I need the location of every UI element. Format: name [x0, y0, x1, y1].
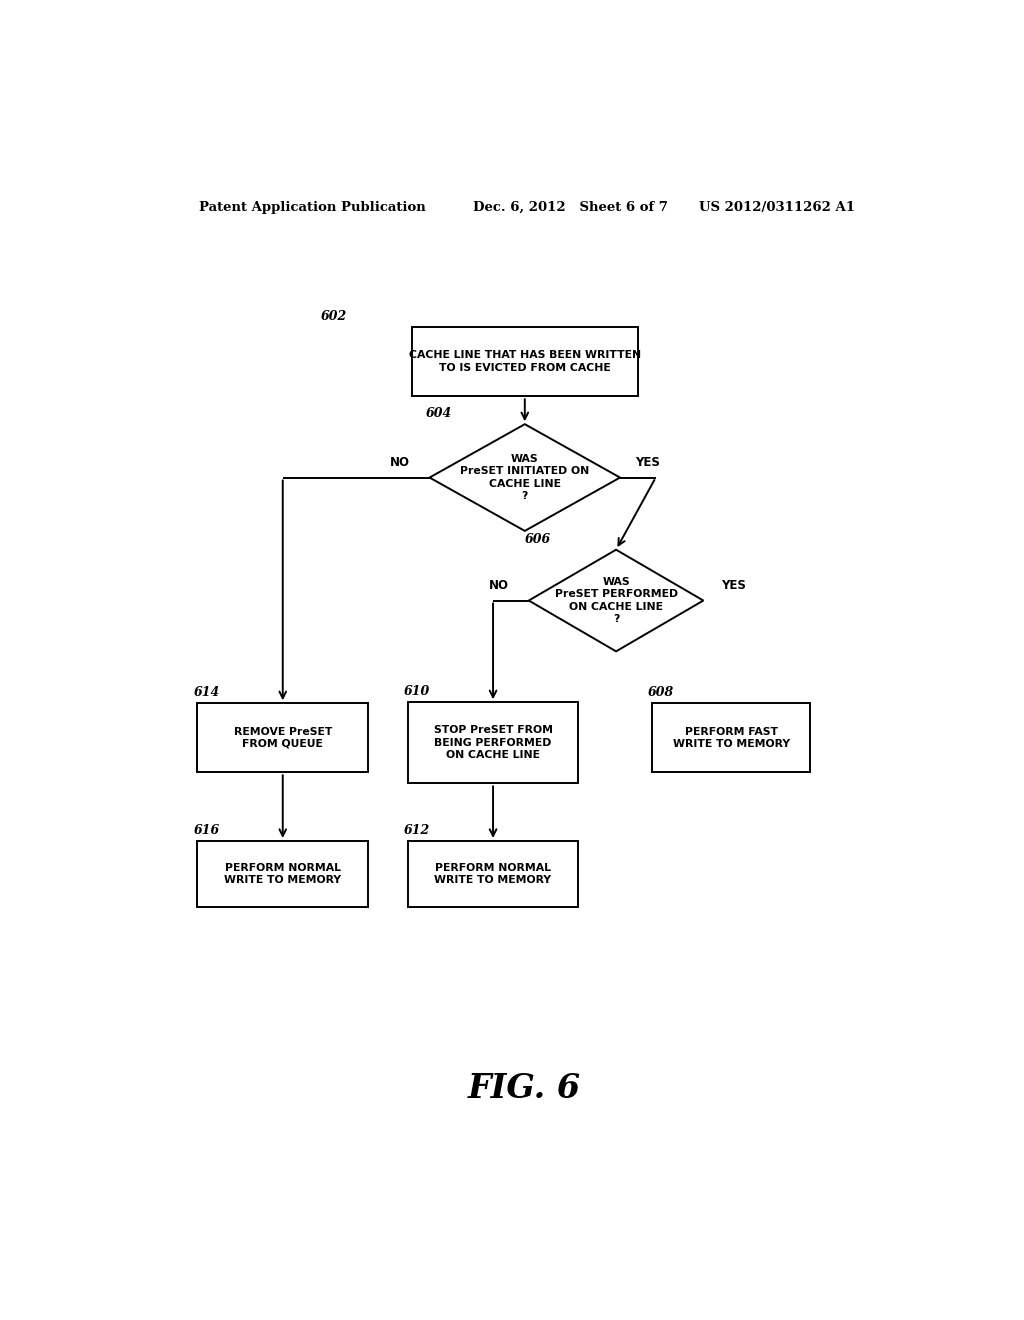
Text: FIG. 6: FIG. 6 — [468, 1072, 582, 1105]
Polygon shape — [528, 549, 703, 651]
Text: YES: YES — [635, 455, 660, 469]
Text: Patent Application Publication: Patent Application Publication — [200, 201, 426, 214]
Text: 612: 612 — [403, 824, 430, 837]
Text: PERFORM NORMAL
WRITE TO MEMORY: PERFORM NORMAL WRITE TO MEMORY — [224, 863, 341, 886]
Text: WAS
PreSET INITIATED ON
CACHE LINE
?: WAS PreSET INITIATED ON CACHE LINE ? — [460, 454, 590, 502]
Polygon shape — [430, 424, 620, 531]
Text: 614: 614 — [194, 686, 220, 700]
Text: WAS
PreSET PERFORMED
ON CACHE LINE
?: WAS PreSET PERFORMED ON CACHE LINE ? — [555, 577, 678, 624]
Bar — [408, 702, 579, 784]
Text: US 2012/0311262 A1: US 2012/0311262 A1 — [699, 201, 855, 214]
Text: 602: 602 — [321, 310, 347, 323]
Bar — [652, 704, 811, 772]
Text: STOP PreSET FROM
BEING PERFORMED
ON CACHE LINE: STOP PreSET FROM BEING PERFORMED ON CACH… — [433, 726, 553, 760]
Text: PERFORM NORMAL
WRITE TO MEMORY: PERFORM NORMAL WRITE TO MEMORY — [434, 863, 552, 886]
Bar — [198, 704, 368, 772]
Text: CACHE LINE THAT HAS BEEN WRITTEN
TO IS EVICTED FROM CACHE: CACHE LINE THAT HAS BEEN WRITTEN TO IS E… — [409, 351, 641, 372]
Text: PERFORM FAST
WRITE TO MEMORY: PERFORM FAST WRITE TO MEMORY — [673, 726, 790, 748]
Text: 604: 604 — [426, 407, 452, 420]
Text: 606: 606 — [524, 533, 551, 545]
Text: REMOVE PreSET
FROM QUEUE: REMOVE PreSET FROM QUEUE — [233, 726, 332, 748]
Text: 608: 608 — [648, 686, 674, 700]
Bar — [408, 841, 579, 907]
Bar — [198, 841, 368, 907]
Text: Dec. 6, 2012   Sheet 6 of 7: Dec. 6, 2012 Sheet 6 of 7 — [473, 201, 668, 214]
Text: NO: NO — [488, 578, 509, 591]
Text: 616: 616 — [194, 824, 220, 837]
Text: YES: YES — [721, 578, 745, 591]
Text: 610: 610 — [403, 685, 430, 698]
Bar — [412, 327, 638, 396]
Text: NO: NO — [390, 455, 410, 469]
